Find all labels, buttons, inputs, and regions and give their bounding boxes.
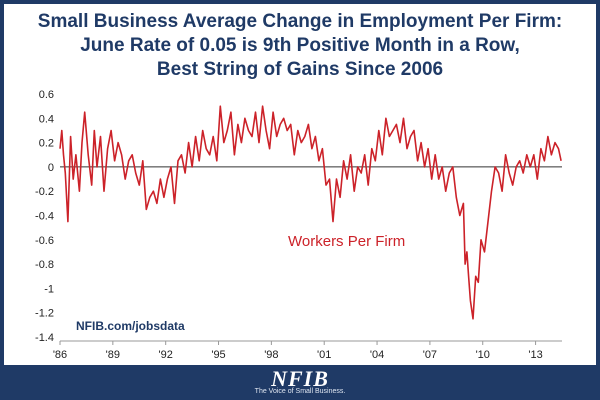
y-tick-label: -0.4 (35, 211, 54, 223)
y-tick-label: -1.4 (35, 332, 54, 344)
x-tick-label: '01 (317, 349, 331, 361)
y-tick-label: -0.2 (35, 186, 54, 198)
title-line-1: Small Business Average Change in Employm… (37, 11, 563, 32)
title-line-2: June Rate of 0.05 is 9th Positive Month … (80, 35, 520, 56)
x-tick-label: '98 (264, 349, 278, 361)
y-tick-label: -1.2 (35, 308, 54, 320)
y-tick-label: 0.2 (39, 138, 54, 150)
logo-tagline: The Voice of Small Business. (254, 388, 346, 395)
x-tick-label: '04 (370, 349, 384, 361)
x-tick-label: '89 (106, 349, 120, 361)
y-tick-label: -1 (44, 283, 54, 295)
y-tick-label: 0 (48, 162, 54, 174)
x-tick-label: '86 (53, 349, 67, 361)
workers-per-firm-line (59, 105, 562, 320)
series-label-workers-per-firm: Workers Per Firm (288, 233, 405, 250)
x-tick-label: '92 (159, 349, 173, 361)
title-line-3: Best String of Gains Since 2006 (156, 59, 444, 80)
footer-bar (0, 365, 600, 400)
y-tick-label: 0.6 (39, 89, 54, 101)
y-axis: 0.6 0.4 0.2 0 -0.2 -0.4 -0.6 -0.8 -1 -1.2 -1.4 (35, 89, 54, 344)
chart-panel (4, 4, 596, 365)
source-label[interactable]: NFIB.com/jobsdata (76, 319, 185, 333)
chart-title: Small Business Average Change in Employm… (0, 10, 600, 82)
x-tick-label: '13 (528, 349, 542, 361)
y-tick-label: 0.4 (39, 113, 54, 125)
x-axis: '86 '89 '92 '95 '98 '01 '04 '07 '10 '13 (53, 340, 562, 361)
nfib-logo[interactable]: NFIB (271, 366, 329, 391)
x-tick-label: '07 (423, 349, 437, 361)
y-tick-label: -0.6 (35, 235, 54, 247)
x-tick-label: '10 (476, 349, 490, 361)
x-tick-label: '95 (211, 349, 225, 361)
y-tick-label: -0.8 (35, 259, 54, 271)
